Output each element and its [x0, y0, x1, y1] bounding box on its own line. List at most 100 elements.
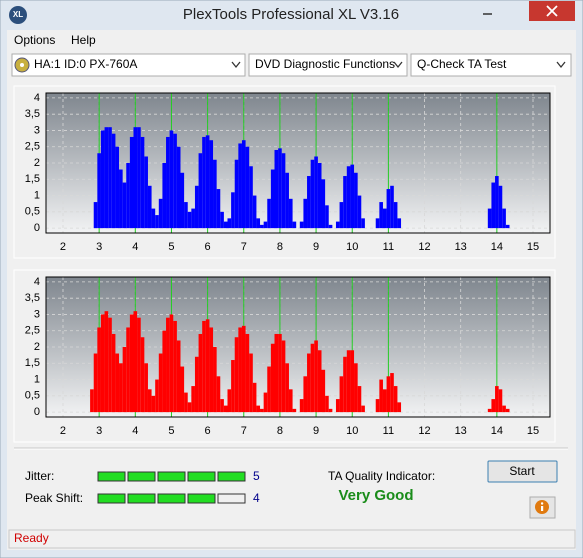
bar — [223, 405, 228, 413]
bar — [285, 363, 289, 413]
app-icon-text: XL — [13, 10, 23, 19]
bar — [393, 202, 398, 229]
y-tick-label: 2 — [34, 341, 40, 353]
bar — [278, 148, 282, 229]
bar — [335, 221, 340, 229]
bar — [292, 408, 297, 413]
bar — [158, 198, 163, 229]
bar — [97, 153, 101, 229]
meters — [97, 471, 246, 504]
bar — [93, 202, 98, 229]
peak-shift-label: Peak Shift: — [25, 491, 83, 505]
x-tick-label: 6 — [205, 241, 211, 253]
bar — [180, 172, 185, 229]
bar — [245, 146, 250, 229]
x-tick-label: 2 — [60, 425, 66, 437]
y-tick-label: 1,5 — [25, 357, 40, 369]
drive-icon-hole — [20, 63, 24, 67]
bar — [93, 353, 98, 413]
y-tick-label: 0,5 — [25, 206, 40, 218]
bar — [263, 392, 268, 413]
bar — [252, 195, 257, 229]
bar — [325, 205, 329, 229]
bar — [176, 340, 181, 413]
bar — [285, 172, 289, 229]
bar — [162, 163, 167, 229]
bar — [151, 208, 156, 229]
bar — [502, 208, 506, 229]
bar — [386, 189, 391, 229]
bar — [379, 379, 383, 413]
bar — [202, 136, 206, 229]
x-tick-label: 14 — [491, 425, 503, 437]
function-dropdown[interactable] — [248, 53, 408, 77]
bar — [278, 333, 282, 413]
bar — [140, 337, 145, 413]
bar — [310, 343, 315, 413]
menu-item[interactable]: Help — [71, 33, 96, 47]
test-dropdown[interactable] — [410, 53, 572, 77]
meter-segment — [157, 493, 186, 504]
status-text: Ready — [14, 531, 49, 545]
bar — [90, 389, 94, 413]
x-tick-label: 13 — [455, 241, 467, 253]
bar — [288, 389, 293, 413]
bar — [321, 179, 326, 229]
y-tick-label: 0,5 — [25, 390, 40, 402]
plot-border — [45, 276, 551, 418]
bar — [155, 379, 159, 413]
chart: 0 0,5 1 1,5 2 2,5 3 3,5 4 2 3 4 5 6 7 8 9 10 11 12 13 14 15 — [25, 92, 551, 253]
bar — [350, 350, 355, 413]
bar — [241, 325, 246, 413]
function-text: DVD Diagnostic Functions — [255, 57, 395, 71]
bar — [173, 320, 177, 413]
meter-segment — [187, 493, 216, 504]
bar — [166, 317, 170, 413]
x-tick-label: 7 — [241, 241, 247, 253]
bar — [502, 405, 506, 413]
bar — [227, 389, 232, 413]
x-tick-label: 7 — [241, 425, 247, 437]
x-tick-label: 4 — [132, 241, 138, 253]
bar — [231, 192, 235, 229]
bar — [194, 185, 199, 229]
bar — [115, 353, 120, 413]
bar — [162, 330, 167, 413]
y-tick-label: 2 — [34, 157, 40, 169]
bar — [390, 373, 394, 413]
bar — [126, 163, 130, 229]
bar — [126, 327, 130, 413]
start-button[interactable] — [487, 460, 558, 483]
bar — [187, 211, 192, 229]
y-tick-label: 1,5 — [25, 173, 40, 185]
info-icon-stem — [541, 506, 544, 511]
bar — [122, 347, 127, 413]
bar — [307, 176, 311, 229]
menu-item[interactable]: Options — [14, 33, 55, 47]
bar — [487, 208, 492, 229]
bar — [213, 347, 217, 413]
y-tick-label: 4 — [34, 276, 40, 288]
bar — [361, 405, 365, 413]
bar — [180, 366, 185, 413]
bar — [491, 182, 496, 229]
bar — [379, 202, 383, 229]
bar — [350, 164, 355, 229]
bar — [137, 127, 141, 229]
bar — [328, 408, 333, 413]
bar — [238, 143, 242, 229]
bar — [115, 146, 120, 229]
dropdown-arrow — [231, 61, 241, 69]
drive-dropdown[interactable] — [11, 53, 246, 77]
bar — [137, 317, 141, 413]
bar — [498, 389, 503, 413]
bar — [260, 408, 264, 413]
bar — [187, 402, 192, 413]
chart: 0 0,5 1 1,5 2 2,5 3 3,5 4 2 3 4 5 6 7 8 9 10 11 12 13 14 15 — [25, 276, 551, 437]
x-tick-label: 12 — [418, 425, 430, 437]
x-tick-label: 3 — [96, 241, 102, 253]
bar — [495, 386, 499, 413]
y-tick-label: 0 — [34, 406, 40, 418]
bar — [122, 182, 127, 229]
